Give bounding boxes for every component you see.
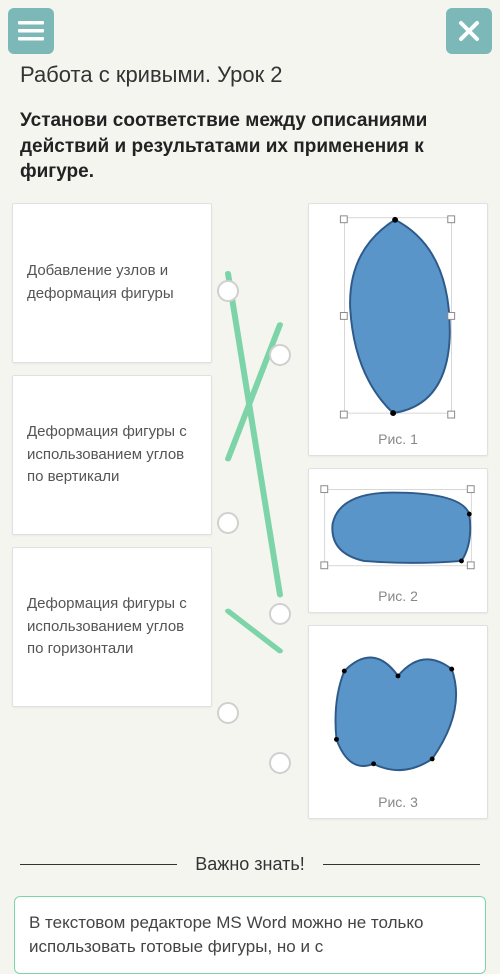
figure-card-2[interactable]: Рис. 2: [308, 468, 488, 613]
divider-line: [20, 864, 177, 865]
card-text: Добавление узлов и деформация фигуры: [27, 260, 197, 305]
connector-left-1[interactable]: [217, 280, 239, 302]
description-card-2[interactable]: Деформация фигуры с использованием углов…: [12, 375, 212, 535]
close-icon: [458, 20, 480, 42]
description-card-1[interactable]: Добавление узлов и деформация фигуры: [12, 203, 212, 363]
note-divider: Важно знать!: [0, 843, 500, 886]
figure-caption: Рис. 2: [315, 582, 481, 606]
figure-1-shape: [315, 210, 481, 425]
info-box: В текстовом редакторе MS Word можно не т…: [14, 896, 486, 974]
hamburger-icon: [18, 21, 44, 41]
figure-card-3[interactable]: Рис. 3: [308, 625, 488, 819]
figure-caption: Рис. 1: [315, 425, 481, 449]
matching-area: Добавление узлов и деформация фигуры Деф…: [0, 203, 500, 843]
connector-left-3[interactable]: [217, 702, 239, 724]
instruction-text: Установи соответствие между описаниями д…: [0, 108, 500, 203]
menu-button[interactable]: [8, 8, 54, 54]
divider-line: [323, 864, 480, 865]
connector-right-1[interactable]: [269, 344, 291, 366]
close-button[interactable]: [446, 8, 492, 54]
connector-right-2[interactable]: [269, 603, 291, 625]
connector-right-3[interactable]: [269, 752, 291, 774]
page-title: Работа с кривыми. Урок 2: [0, 62, 500, 108]
card-text: Деформация фигуры с использованием углов…: [27, 593, 197, 661]
card-text: Деформация фигуры с использованием углов…: [27, 421, 197, 489]
figure-caption: Рис. 3: [315, 788, 481, 812]
info-text: В текстовом редакторе MS Word можно не т…: [29, 913, 423, 956]
note-label: Важно знать!: [195, 853, 304, 876]
figure-card-1[interactable]: Рис. 1: [308, 203, 488, 456]
figure-2-shape: [315, 475, 481, 582]
description-card-3[interactable]: Деформация фигуры с использованием углов…: [12, 547, 212, 707]
connector-left-2[interactable]: [217, 512, 239, 534]
figure-3-shape: [315, 632, 481, 788]
